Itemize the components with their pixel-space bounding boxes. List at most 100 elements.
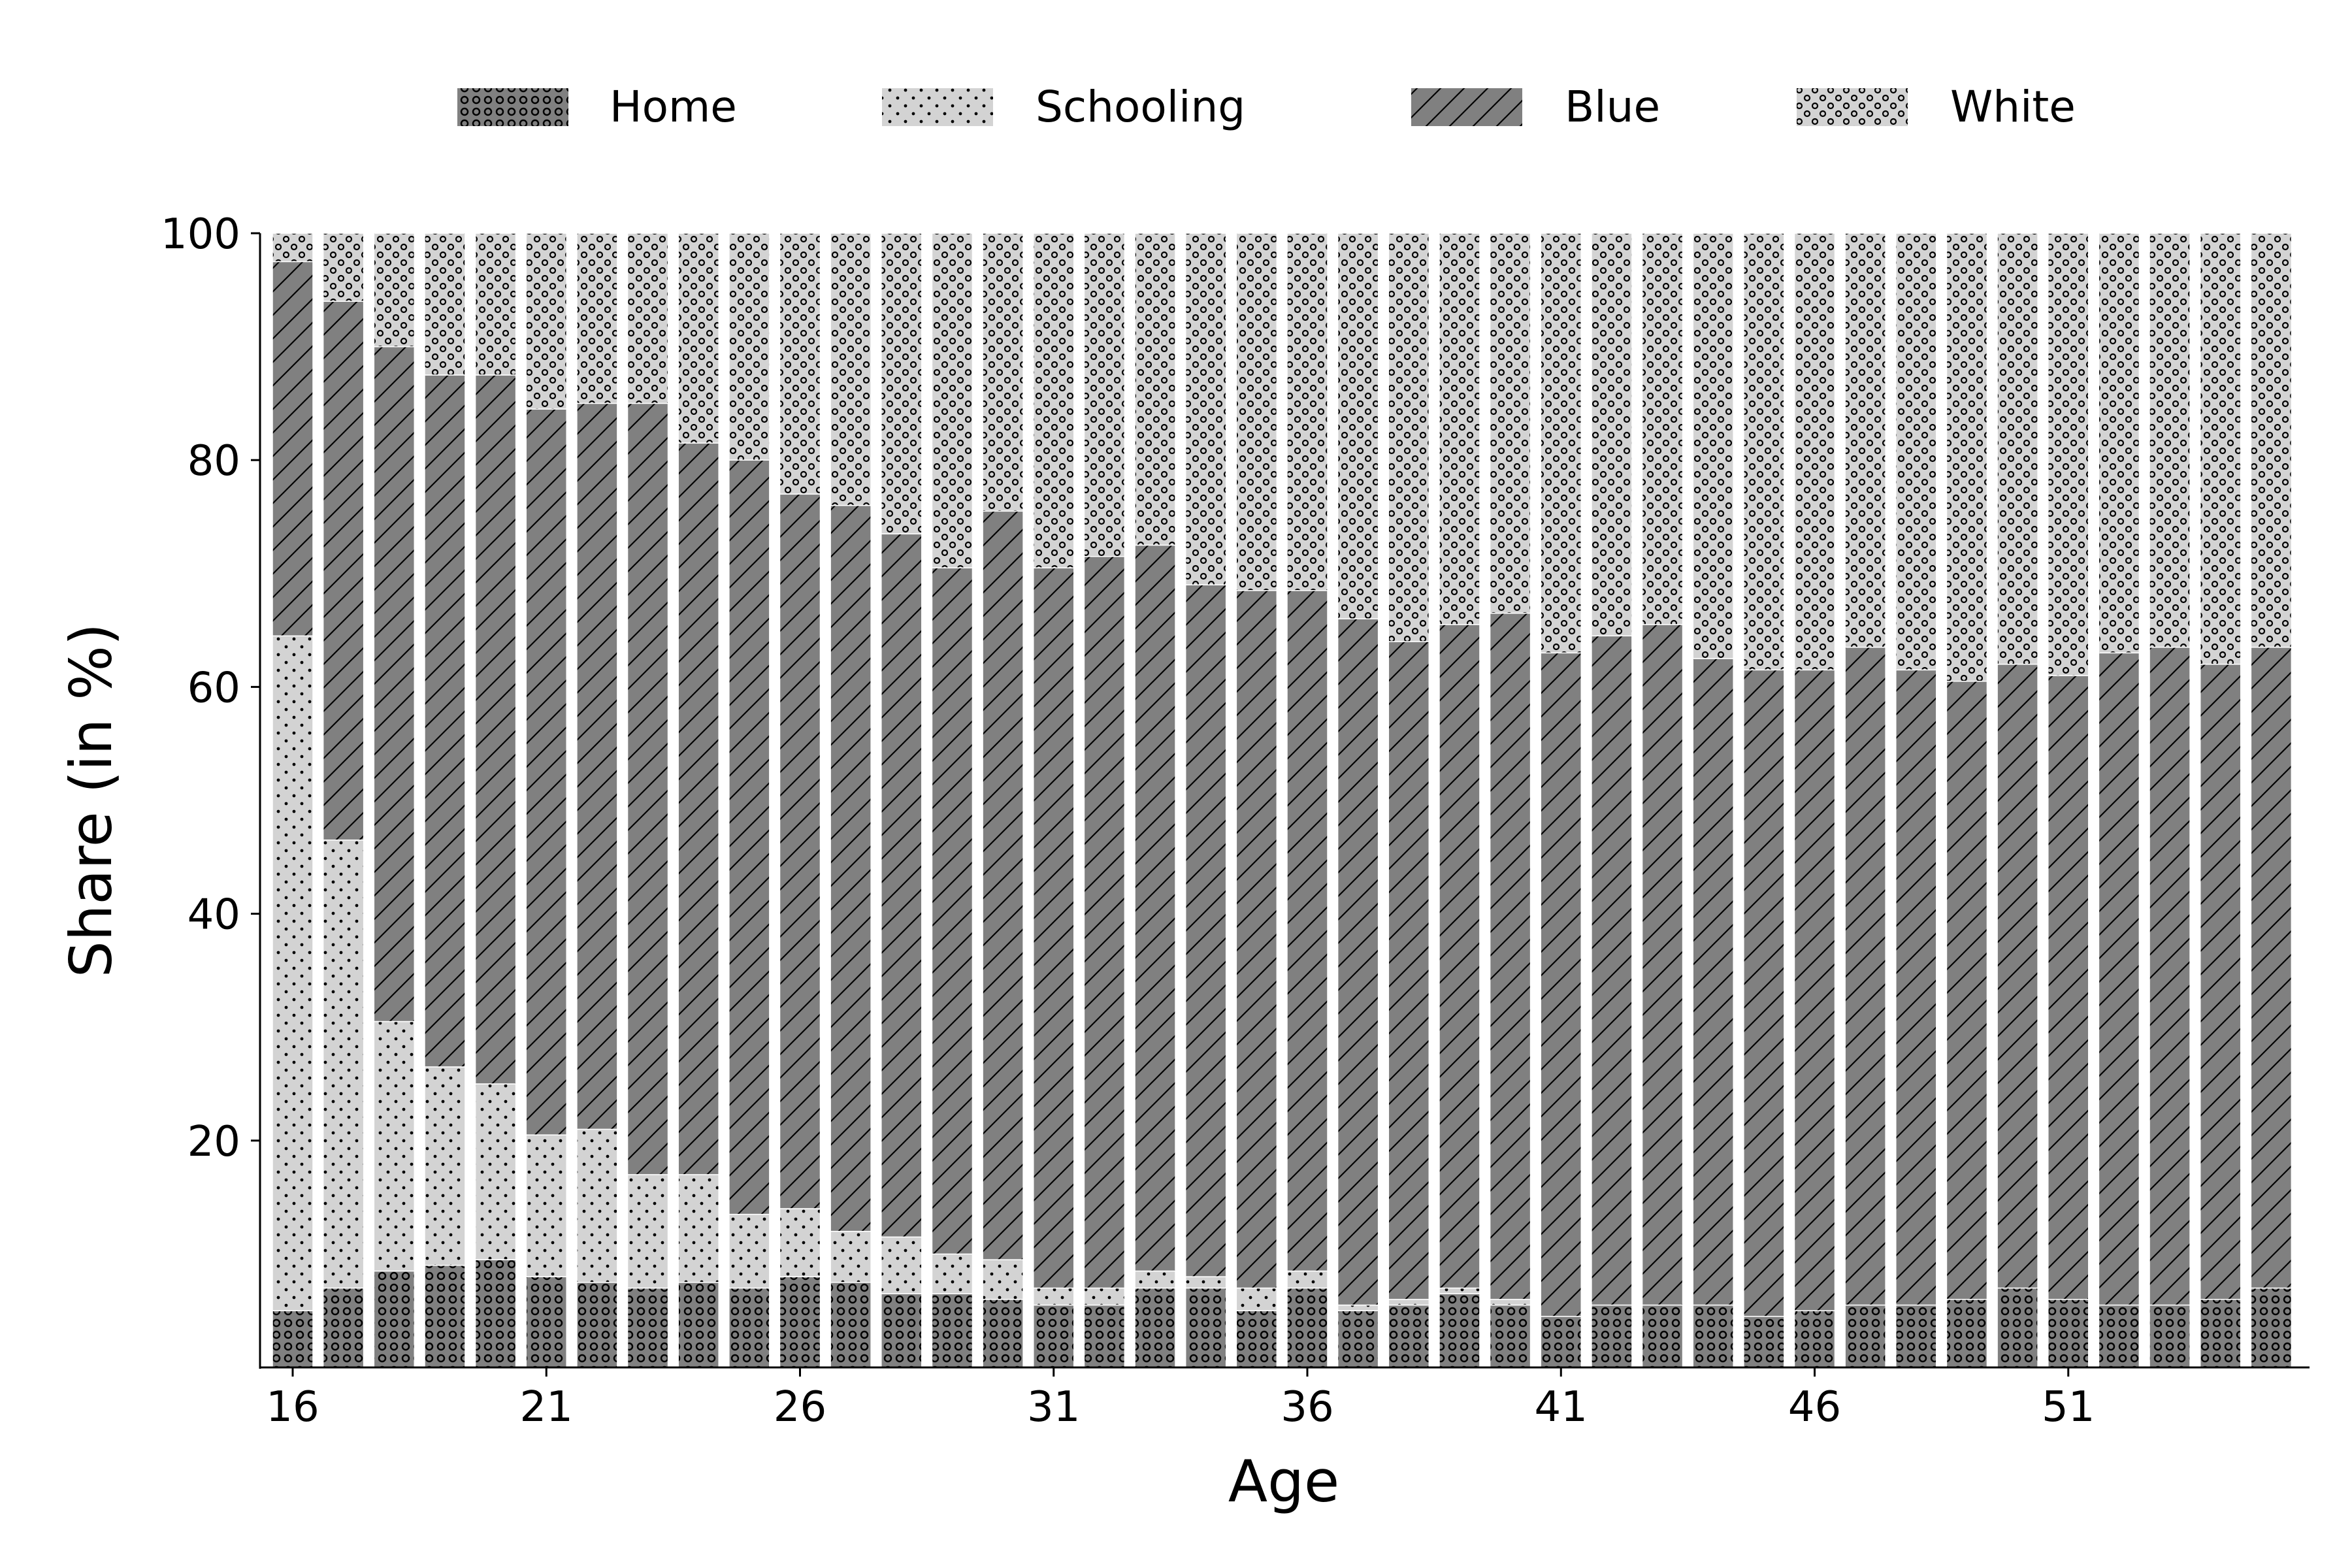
y-tick-label-80: 80 — [188, 437, 240, 485]
bar-segment-schooling-39 — [1439, 1287, 1480, 1294]
bar-segment-home-55 — [2250, 1287, 2293, 1368]
bar-segment-white-38 — [1388, 233, 1430, 642]
bar-segment-white-31 — [1033, 233, 1075, 568]
bar-segment-schooling-20 — [474, 1083, 517, 1260]
bar-segment-blue-29 — [931, 567, 973, 1255]
y-tick-label-20: 20 — [188, 1118, 240, 1166]
bar-segment-home-45 — [1743, 1316, 1785, 1368]
bar-segment-white-18 — [373, 233, 416, 348]
x-tick-label-46: 46 — [1788, 1383, 1841, 1431]
legend-swatch-home — [457, 88, 568, 126]
bar-segment-blue-27 — [830, 504, 872, 1232]
bar-segment-white-46 — [1793, 233, 1836, 671]
bar-segment-blue-21 — [525, 408, 567, 1135]
bar-segment-blue-50 — [1997, 663, 2038, 1289]
bar-segment-white-29 — [931, 233, 973, 568]
bar-segment-home-36 — [1286, 1287, 1328, 1368]
x-tick-label-31: 31 — [1027, 1383, 1080, 1431]
bar-segment-blue-38 — [1388, 641, 1430, 1300]
bar-segment-home-37 — [1337, 1310, 1379, 1368]
bar-segment-home-34 — [1184, 1287, 1227, 1368]
bar-segment-white-47 — [1844, 233, 1886, 648]
bar-segment-blue-37 — [1337, 618, 1379, 1306]
bar-segment-blue-53 — [2149, 646, 2191, 1306]
bar-segment-white-42 — [1591, 233, 1633, 637]
bar-segment-home-54 — [2199, 1299, 2242, 1368]
bar-segment-white-25 — [728, 233, 770, 461]
bar-segment-blue-16 — [272, 261, 314, 637]
bar-segment-blue-31 — [1033, 567, 1075, 1289]
bar-segment-home-35 — [1235, 1310, 1278, 1368]
bar-segment-white-32 — [1083, 233, 1126, 557]
bars-group — [272, 233, 2293, 1368]
x-tick-label-21: 21 — [520, 1383, 573, 1431]
bar-segment-schooling-30 — [982, 1259, 1024, 1300]
bar-segment-blue-32 — [1083, 556, 1126, 1289]
bar-segment-white-27 — [830, 233, 872, 506]
bar-segment-blue-35 — [1235, 590, 1278, 1289]
bar-segment-blue-44 — [1692, 658, 1734, 1306]
bar-segment-schooling-38 — [1388, 1299, 1430, 1306]
bar-segment-white-43 — [1641, 233, 1684, 625]
bar-segment-schooling-40 — [1489, 1299, 1531, 1306]
x-tick-label-16: 16 — [266, 1383, 319, 1431]
bar-segment-blue-19 — [424, 374, 466, 1068]
bar-segment-home-26 — [779, 1276, 821, 1368]
bar-segment-blue-20 — [474, 374, 517, 1085]
bar-segment-schooling-37 — [1337, 1304, 1379, 1311]
bar-segment-blue-41 — [1540, 652, 1582, 1317]
y-tick-label-100: 100 — [161, 210, 240, 259]
y-axis-ticks: 20 40 60 80 100 — [161, 210, 260, 1166]
bar-segment-schooling-31 — [1033, 1287, 1075, 1306]
bar-segment-blue-22 — [576, 402, 618, 1130]
bar-segment-home-22 — [576, 1282, 618, 1368]
bar-segment-blue-25 — [728, 459, 770, 1215]
bar-segment-white-22 — [576, 233, 618, 404]
bar-segment-white-44 — [1692, 233, 1734, 659]
bar-segment-blue-45 — [1743, 669, 1785, 1317]
bar-segment-blue-28 — [881, 533, 923, 1238]
bar-segment-home-48 — [1895, 1304, 1937, 1368]
bar-segment-blue-47 — [1844, 646, 1886, 1306]
bar-segment-blue-23 — [627, 402, 669, 1175]
y-tick-label-60: 60 — [188, 664, 240, 712]
bar-segment-home-43 — [1641, 1304, 1684, 1368]
bar-segment-home-17 — [322, 1287, 365, 1368]
x-tick-label-26: 26 — [774, 1383, 826, 1431]
bar-segment-schooling-21 — [525, 1134, 567, 1277]
bar-segment-white-24 — [678, 233, 719, 444]
bar-segment-blue-52 — [2098, 652, 2140, 1306]
bar-segment-schooling-35 — [1235, 1287, 1278, 1311]
bar-segment-home-21 — [525, 1276, 567, 1368]
bar-segment-home-44 — [1692, 1304, 1734, 1368]
legend-label-blue: Blue — [1565, 82, 1660, 132]
bar-segment-schooling-17 — [322, 840, 365, 1289]
bar-segment-home-46 — [1793, 1310, 1836, 1368]
bar-segment-white-33 — [1134, 233, 1176, 546]
bar-segment-blue-46 — [1793, 669, 1836, 1311]
legend-label-white: White — [1950, 82, 2076, 132]
bar-segment-white-40 — [1489, 233, 1531, 614]
bar-segment-white-54 — [2199, 233, 2242, 665]
bar-segment-home-28 — [881, 1293, 923, 1368]
x-axis-label: Age — [1228, 1448, 1339, 1515]
bar-segment-home-20 — [474, 1259, 517, 1368]
bar-segment-blue-33 — [1134, 544, 1176, 1272]
bar-segment-home-53 — [2149, 1304, 2191, 1368]
bar-segment-blue-48 — [1895, 669, 1937, 1306]
x-axis-ticks: 16 21 26 31 36 41 46 51 — [266, 1367, 2095, 1431]
bar-segment-home-31 — [1033, 1304, 1075, 1368]
legend-item-blue: Blue — [1411, 82, 1660, 132]
legend-item-schooling: Schooling — [882, 82, 1245, 132]
bar-segment-white-19 — [424, 233, 466, 376]
bar-segment-home-25 — [728, 1287, 770, 1368]
bar-segment-blue-36 — [1286, 590, 1328, 1272]
legend-label-schooling: Schooling — [1036, 82, 1245, 132]
bar-segment-home-24 — [678, 1282, 719, 1368]
bar-segment-blue-42 — [1591, 635, 1633, 1306]
bar-segment-home-16 — [272, 1310, 314, 1368]
bar-segment-white-41 — [1540, 233, 1582, 654]
bar-segment-home-40 — [1489, 1304, 1531, 1368]
